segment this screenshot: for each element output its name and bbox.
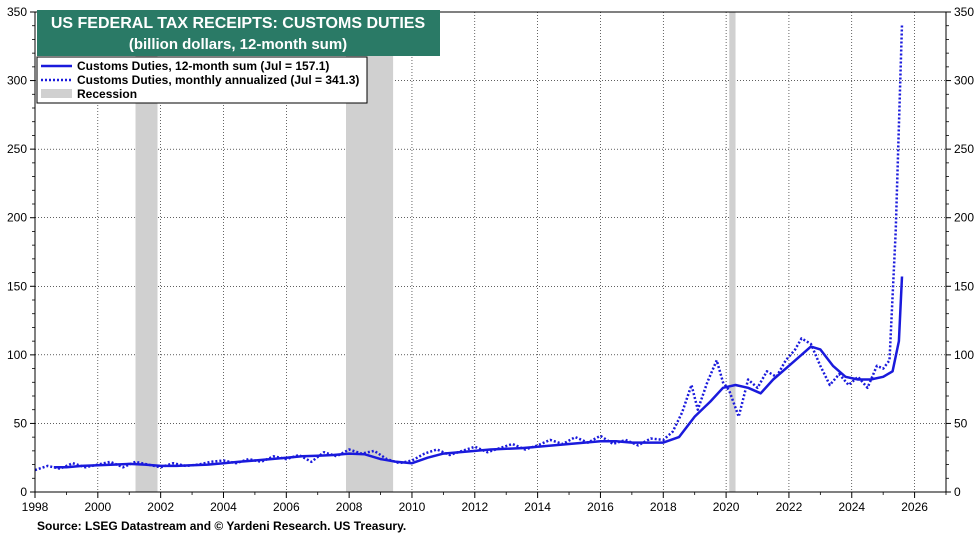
x-tick-label: 2022 (776, 500, 803, 514)
y-tick-label-left: 200 (7, 211, 27, 225)
y-tick-label-left: 150 (7, 279, 27, 293)
legend-swatch-recession (41, 89, 72, 98)
y-tick-label-left: 300 (7, 74, 27, 88)
y-tick-label-right: 0 (954, 485, 961, 499)
legend-label-12-month-sum: Customs Duties, 12-month sum (Jul = 157.… (77, 59, 329, 73)
y-tick-label-left: 0 (20, 485, 27, 499)
legend: Customs Duties, 12-month sum (Jul = 157.… (36, 56, 368, 104)
y-tick-label-left: 350 (7, 5, 27, 19)
y-tick-label-left: 50 (14, 416, 28, 430)
legend-box (36, 56, 368, 104)
y-tick-label-right: 100 (954, 348, 974, 362)
series-line-12-month-sum (53, 276, 904, 469)
y-tick-label-left: 100 (7, 348, 27, 362)
x-tick-label: 2014 (524, 500, 551, 514)
x-tick-label: 2024 (838, 500, 865, 514)
title-box: US FEDERAL TAX RECEIPTS: CUSTOMS DUTIES … (37, 10, 440, 56)
title-box-background (37, 10, 440, 56)
recession-band (729, 12, 736, 492)
y-tick-label-right: 300 (954, 74, 974, 88)
x-tick-label: 2004 (210, 500, 237, 514)
y-tick-label-right: 50 (954, 416, 968, 430)
y-tick-label-left: 250 (7, 142, 27, 156)
x-tick-label: 2016 (587, 500, 614, 514)
chart-subtitle: (billion dollars, 12-month sum) (129, 36, 347, 53)
x-tick-label: 1998 (22, 500, 49, 514)
series-layer (34, 23, 904, 472)
x-tick-label: 2002 (147, 500, 174, 514)
legend-label-recession: Recession (77, 87, 137, 101)
legend-label-monthly-annualized: Customs Duties, monthly annualized (Jul … (77, 73, 359, 87)
plot-frame (34, 11, 947, 493)
y-tick-label-right: 150 (954, 279, 974, 293)
y-tick-label-right: 200 (954, 211, 974, 225)
chart-title: US FEDERAL TAX RECEIPTS: CUSTOMS DUTIES (51, 15, 426, 32)
x-tick-label: 2020 (713, 500, 740, 514)
x-tick-label: 2018 (650, 500, 677, 514)
recession-band (135, 12, 158, 492)
grid-layer (35, 12, 946, 492)
x-tick-label: 2012 (461, 500, 488, 514)
series-line-monthly-annualized (34, 23, 904, 472)
y-tick-label-right: 350 (954, 5, 974, 19)
x-tick-label: 2006 (273, 500, 300, 514)
x-tick-label: 2000 (84, 500, 111, 514)
x-tick-label: 2026 (901, 500, 928, 514)
x-tick-label: 2008 (336, 500, 363, 514)
source-note: Source: LSEG Datastream and © Yardeni Re… (37, 519, 406, 533)
tick-layer (30, 11, 951, 498)
x-tick-label: 2010 (399, 500, 426, 514)
axis-label-layer: 0 0 50 50 100 100 150 150 200 200 250 250 300 300 350 3… (7, 5, 974, 514)
y-tick-label-right: 250 (954, 142, 974, 156)
